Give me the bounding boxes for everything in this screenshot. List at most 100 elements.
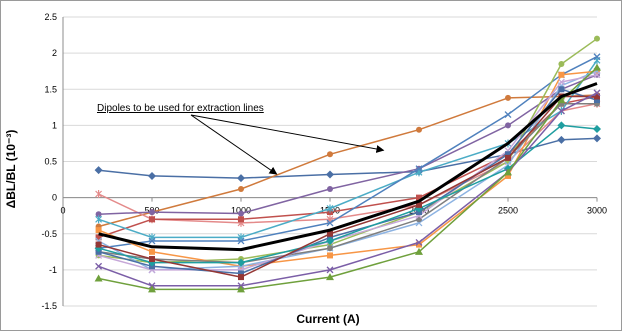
series-line bbox=[98, 59, 598, 239]
data-point bbox=[504, 111, 512, 118]
data-point bbox=[95, 215, 103, 224]
data-point bbox=[149, 256, 155, 263]
y-tick-label: -1.5 bbox=[41, 301, 57, 311]
data-point bbox=[557, 107, 565, 115]
data-point bbox=[327, 185, 333, 192]
data-point bbox=[149, 248, 155, 255]
data-point bbox=[326, 219, 334, 227]
data-point bbox=[594, 93, 600, 100]
series-line bbox=[98, 102, 598, 224]
data-point bbox=[558, 71, 565, 78]
data-point bbox=[505, 172, 511, 179]
series-line bbox=[98, 137, 598, 179]
data-point bbox=[238, 274, 244, 281]
series-line bbox=[98, 74, 598, 271]
data-point bbox=[326, 204, 334, 213]
y-tick-label: 0 bbox=[52, 193, 57, 203]
x-axis-title: Current (A) bbox=[296, 312, 359, 326]
data-point bbox=[594, 35, 600, 42]
series bbox=[98, 82, 598, 252]
y-tick-label: 2 bbox=[52, 48, 57, 58]
data-point bbox=[95, 234, 102, 241]
series-line bbox=[98, 67, 598, 291]
series-line bbox=[98, 82, 598, 252]
x-tick-label: 3000 bbox=[587, 206, 607, 216]
data-point bbox=[238, 210, 244, 217]
series-line bbox=[98, 94, 598, 228]
data-point bbox=[238, 216, 244, 223]
data-point bbox=[558, 86, 565, 93]
y-tick-label: 0.5 bbox=[44, 157, 57, 167]
annotation-label: Dipoles to be used for extraction lines bbox=[97, 103, 264, 114]
data-point bbox=[95, 262, 103, 270]
data-point bbox=[237, 237, 245, 245]
data-point bbox=[237, 285, 245, 293]
data-point bbox=[557, 135, 566, 144]
series bbox=[95, 68, 600, 270]
data-point bbox=[416, 194, 422, 201]
data-point bbox=[95, 190, 103, 199]
annotation-arrow bbox=[190, 114, 278, 175]
series-line bbox=[98, 70, 598, 268]
data-point bbox=[327, 252, 333, 259]
data-point bbox=[149, 209, 155, 216]
series-line bbox=[98, 70, 598, 271]
data-point bbox=[593, 63, 601, 71]
x-tick-label: 2500 bbox=[498, 206, 518, 216]
series-line bbox=[98, 74, 598, 215]
data-point bbox=[557, 121, 566, 130]
series-line bbox=[98, 95, 597, 278]
annotation-group: Dipoles to be used for extraction lines bbox=[97, 103, 385, 175]
data-point bbox=[505, 154, 511, 161]
data-point bbox=[416, 201, 422, 208]
data-point bbox=[505, 94, 511, 101]
y-tick-label: -0.5 bbox=[41, 229, 57, 239]
y-axis-title: ΔBL/BL (10⁻³) bbox=[4, 130, 18, 209]
data-point bbox=[505, 122, 511, 129]
data-point bbox=[94, 166, 103, 175]
data-point bbox=[416, 241, 422, 248]
data-point bbox=[326, 170, 334, 179]
y-tick-label: 2.5 bbox=[44, 12, 57, 22]
data-point bbox=[237, 258, 245, 267]
data-point bbox=[505, 151, 511, 158]
data-point bbox=[149, 216, 155, 223]
data-point bbox=[148, 285, 156, 293]
data-point bbox=[593, 134, 601, 143]
data-point bbox=[557, 78, 565, 86]
data-point bbox=[326, 266, 334, 274]
data-point bbox=[326, 273, 334, 281]
data-point bbox=[238, 270, 244, 277]
data-point bbox=[504, 168, 512, 176]
data-point bbox=[557, 96, 566, 104]
data-point bbox=[327, 230, 333, 237]
data-point bbox=[327, 245, 333, 252]
data-point bbox=[327, 151, 333, 158]
series bbox=[95, 56, 601, 242]
data-point bbox=[95, 227, 102, 234]
data-point bbox=[326, 236, 334, 245]
x-tick-label: 0 bbox=[60, 206, 65, 216]
data-point bbox=[415, 247, 423, 255]
series bbox=[95, 93, 600, 281]
series bbox=[95, 93, 600, 241]
series bbox=[94, 63, 601, 293]
data-point bbox=[237, 174, 245, 183]
data-point bbox=[593, 71, 601, 79]
data-point bbox=[415, 165, 423, 173]
data-point bbox=[95, 211, 102, 218]
data-point bbox=[148, 237, 156, 245]
data-point bbox=[95, 241, 102, 248]
data-point bbox=[238, 185, 244, 192]
data-point bbox=[593, 124, 601, 133]
data-point bbox=[148, 171, 156, 180]
data-point bbox=[416, 126, 422, 133]
annotation-arrow bbox=[190, 114, 385, 153]
data-point bbox=[594, 97, 600, 104]
series bbox=[95, 89, 601, 290]
series-line bbox=[98, 88, 598, 275]
data-point bbox=[558, 60, 565, 67]
data-point bbox=[415, 238, 423, 246]
y-tick-label: 1.5 bbox=[44, 84, 57, 94]
